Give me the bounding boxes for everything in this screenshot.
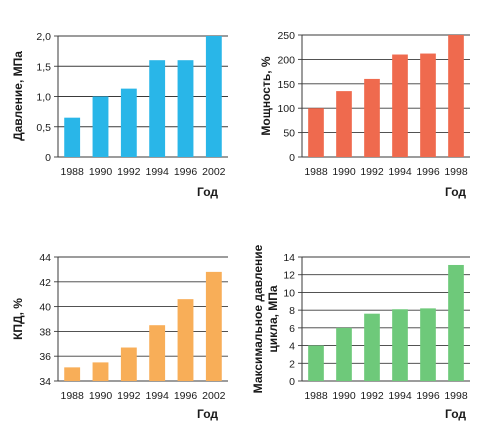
bar xyxy=(308,108,324,157)
x-tick-label: 1990 xyxy=(332,390,356,402)
x-tick-label: 1994 xyxy=(388,166,412,178)
bar xyxy=(120,88,137,157)
bar xyxy=(336,91,352,157)
y-tick-label: 2,0 xyxy=(36,31,51,43)
y-tick-label: 34 xyxy=(39,376,51,388)
y-axis-label: Давление, МПа xyxy=(11,51,25,141)
x-tick-label: 1990 xyxy=(332,166,356,178)
y-tick-label: 250 xyxy=(277,30,295,42)
bar xyxy=(205,271,222,381)
y-tick-label: 100 xyxy=(277,103,295,115)
y-tick-label: 10 xyxy=(283,287,295,299)
y-tick-label: 0,5 xyxy=(36,122,51,134)
x-tick-label: 1994 xyxy=(388,390,412,402)
x-tick-label: 1988 xyxy=(60,166,84,178)
bar xyxy=(205,36,222,157)
y-axis-label: Максимальное давлениецикла, МПа xyxy=(251,244,280,393)
y-tick-label: 150 xyxy=(277,79,295,91)
chart-max-cycle-pressure: 0 2 4 6 8 10 12 14 1988 1990 1992 1994 1996 1998 Макси… xyxy=(251,244,470,421)
bar xyxy=(392,54,408,157)
y-tick-label: 0 xyxy=(289,376,295,388)
y-tick-label: 40 xyxy=(39,302,51,314)
x-tick-label: 1994 xyxy=(145,390,169,402)
x-tick-label: 1992 xyxy=(117,166,141,178)
y-tick-label: 36 xyxy=(39,351,51,363)
y-tick-label: 2 xyxy=(289,358,295,370)
bar xyxy=(392,309,408,381)
y-tick-label: 6 xyxy=(289,323,295,335)
chart-efficiency: 34 36 38 40 42 44 1988 1990 1992 1994 1996 2002 КПД,… xyxy=(11,252,228,421)
x-tick-label: 1998 xyxy=(444,390,468,402)
x-tick-label: 1988 xyxy=(304,166,328,178)
chart-power: 0 50 100 150 200 250 1988 1990 1992 1994 1996 1998 М… xyxy=(259,30,470,199)
y-tick-label: 4 xyxy=(289,341,295,353)
x-axis-label: Год xyxy=(445,185,466,199)
x-tick-label: 1998 xyxy=(444,166,468,178)
bar xyxy=(177,299,194,381)
y-tick-label: 42 xyxy=(39,277,51,289)
x-tick-label: 1996 xyxy=(174,166,198,178)
bar xyxy=(120,347,137,381)
bar xyxy=(420,308,436,381)
y-tick-label: 14 xyxy=(283,252,295,264)
y-axis-label: Мощность, % xyxy=(259,56,273,135)
y-tick-label: 8 xyxy=(289,305,295,317)
y-tick-label: 38 xyxy=(39,326,51,338)
y-tick-label: 12 xyxy=(283,270,295,282)
bar xyxy=(149,325,166,381)
bar xyxy=(336,327,352,381)
x-tick-label: 1990 xyxy=(89,166,113,178)
y-tick-label: 50 xyxy=(283,128,295,140)
x-tick-label: 1988 xyxy=(60,390,84,402)
x-tick-label: 1988 xyxy=(304,390,328,402)
y-tick-label: 0 xyxy=(45,152,51,164)
x-tick-label: 1992 xyxy=(360,390,384,402)
bar xyxy=(92,362,109,381)
y-axis-label: КПД, % xyxy=(11,298,25,340)
bar xyxy=(448,264,464,381)
bar xyxy=(92,96,109,157)
bar xyxy=(64,367,81,381)
x-tick-label: 1996 xyxy=(416,390,440,402)
bar xyxy=(364,78,380,157)
y-axis-label-line: цикла, МПа xyxy=(266,285,280,352)
y-tick-label: 44 xyxy=(39,252,51,264)
bar xyxy=(364,313,380,381)
x-tick-label: 2002 xyxy=(202,166,226,178)
x-tick-label: 1996 xyxy=(174,390,198,402)
x-tick-label: 1996 xyxy=(416,166,440,178)
x-axis-label: Год xyxy=(197,407,218,421)
y-tick-label: 1,0 xyxy=(36,92,51,104)
bar xyxy=(308,345,324,381)
y-axis-label-line: Максимальное давление xyxy=(251,244,265,393)
bar xyxy=(177,60,194,158)
bar xyxy=(149,60,166,158)
y-tick-label: 0 xyxy=(289,152,295,164)
bar xyxy=(420,53,436,157)
bar xyxy=(64,117,81,157)
x-tick-label: 2002 xyxy=(202,390,226,402)
x-tick-label: 1990 xyxy=(89,390,113,402)
y-tick-label: 200 xyxy=(277,54,295,66)
x-axis-label: Год xyxy=(445,407,466,421)
x-tick-label: 1994 xyxy=(145,166,169,178)
chart-pressure: 0 0,5 1,0 1,5 2,0 1988 1990 1992 1994 1996 2002 Дав… xyxy=(11,31,228,199)
x-tick-label: 1992 xyxy=(117,390,141,402)
y-tick-label: 1,5 xyxy=(36,61,51,73)
x-axis-label: Год xyxy=(197,185,218,199)
bar xyxy=(448,35,464,157)
x-tick-label: 1992 xyxy=(360,166,384,178)
